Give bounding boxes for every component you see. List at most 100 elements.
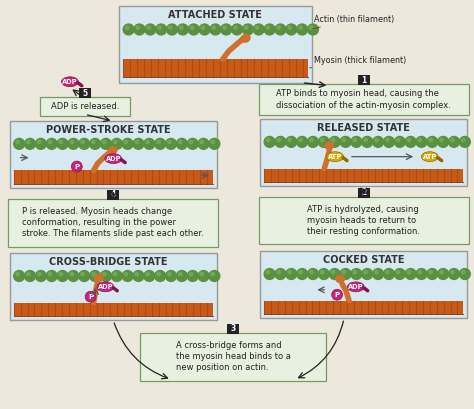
Circle shape	[48, 272, 52, 276]
Text: ADP: ADP	[106, 156, 121, 162]
Bar	[10, 121, 217, 188]
Circle shape	[383, 137, 394, 147]
Circle shape	[277, 270, 281, 274]
Circle shape	[266, 138, 270, 142]
Circle shape	[277, 138, 281, 142]
Circle shape	[448, 137, 459, 147]
Circle shape	[91, 140, 95, 144]
Circle shape	[299, 270, 302, 274]
Circle shape	[199, 24, 210, 35]
Circle shape	[232, 24, 243, 35]
Circle shape	[331, 138, 335, 142]
FancyBboxPatch shape	[358, 188, 370, 198]
Circle shape	[169, 26, 172, 29]
Circle shape	[81, 272, 84, 276]
Circle shape	[59, 272, 63, 276]
Circle shape	[179, 140, 182, 144]
Circle shape	[332, 289, 343, 300]
Circle shape	[407, 138, 410, 142]
Circle shape	[373, 137, 383, 147]
Circle shape	[59, 140, 63, 144]
Circle shape	[176, 138, 187, 149]
FancyBboxPatch shape	[79, 88, 91, 98]
Circle shape	[68, 271, 79, 281]
Text: 4: 4	[110, 190, 116, 199]
Circle shape	[168, 272, 171, 276]
Bar	[123, 59, 308, 77]
Circle shape	[418, 270, 421, 274]
Circle shape	[212, 26, 216, 29]
Circle shape	[331, 270, 335, 274]
Circle shape	[111, 138, 122, 149]
Circle shape	[133, 138, 144, 149]
Circle shape	[407, 270, 410, 274]
Circle shape	[319, 137, 329, 147]
Circle shape	[375, 270, 378, 274]
Circle shape	[70, 272, 73, 276]
Circle shape	[383, 269, 394, 279]
Text: 3: 3	[230, 324, 236, 333]
Circle shape	[122, 271, 133, 281]
Circle shape	[264, 24, 275, 35]
Circle shape	[144, 138, 155, 149]
Circle shape	[353, 138, 356, 142]
Circle shape	[190, 26, 194, 29]
FancyBboxPatch shape	[227, 324, 239, 334]
Circle shape	[396, 138, 400, 142]
Circle shape	[200, 140, 204, 144]
Circle shape	[100, 271, 111, 281]
Text: ATTACHED STATE: ATTACHED STATE	[168, 10, 262, 20]
Circle shape	[245, 26, 248, 29]
Circle shape	[210, 24, 221, 35]
Circle shape	[124, 140, 128, 144]
Circle shape	[155, 24, 166, 35]
Circle shape	[165, 138, 176, 149]
Circle shape	[36, 138, 46, 149]
Circle shape	[459, 137, 470, 147]
Text: RELEASED STATE: RELEASED STATE	[317, 123, 410, 133]
Ellipse shape	[97, 282, 114, 292]
Circle shape	[451, 270, 454, 274]
Circle shape	[364, 138, 367, 142]
Circle shape	[136, 26, 139, 29]
Circle shape	[146, 272, 149, 276]
Circle shape	[310, 138, 313, 142]
Text: A cross-bridge forms and
the myosin head binds to a
new position on actin.: A cross-bridge forms and the myosin head…	[176, 341, 291, 373]
Circle shape	[396, 270, 400, 274]
Circle shape	[234, 26, 237, 29]
FancyBboxPatch shape	[358, 75, 370, 85]
Circle shape	[310, 270, 313, 274]
Circle shape	[418, 138, 421, 142]
Circle shape	[320, 138, 324, 142]
Circle shape	[385, 270, 389, 274]
Circle shape	[286, 269, 297, 279]
Circle shape	[427, 137, 438, 147]
Circle shape	[297, 137, 308, 147]
Bar	[119, 6, 311, 83]
Circle shape	[81, 140, 84, 144]
Circle shape	[211, 140, 214, 144]
Circle shape	[440, 270, 443, 274]
Circle shape	[462, 270, 465, 274]
Ellipse shape	[335, 274, 345, 283]
FancyBboxPatch shape	[259, 197, 469, 244]
Text: COCKED STATE: COCKED STATE	[323, 255, 404, 265]
Circle shape	[57, 271, 68, 281]
Circle shape	[135, 140, 138, 144]
Circle shape	[462, 138, 465, 142]
Text: P: P	[74, 164, 79, 170]
Ellipse shape	[93, 274, 103, 282]
Circle shape	[187, 138, 198, 149]
Circle shape	[340, 269, 351, 279]
Circle shape	[14, 271, 25, 281]
Circle shape	[266, 270, 270, 274]
Circle shape	[416, 269, 427, 279]
Circle shape	[25, 271, 36, 281]
Circle shape	[451, 138, 454, 142]
Circle shape	[79, 138, 90, 149]
Circle shape	[297, 24, 308, 35]
Circle shape	[180, 26, 183, 29]
Circle shape	[299, 138, 302, 142]
Circle shape	[440, 138, 443, 142]
Text: ATP: ATP	[423, 154, 437, 160]
